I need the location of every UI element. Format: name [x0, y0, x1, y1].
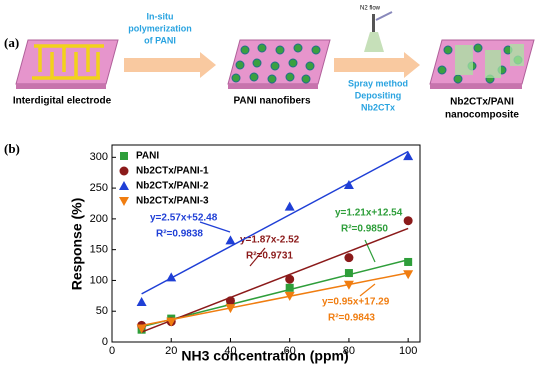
stage-label: Interdigital electrode — [13, 96, 112, 107]
arrow — [124, 52, 216, 78]
legend-marker — [119, 197, 129, 206]
fit-label: y=1.87x-2.52 — [240, 235, 300, 246]
y-tick-label: 100 — [90, 274, 108, 286]
legend-label: Nb2CTx/PANI-3 — [136, 196, 209, 207]
step-text: Nb2CTx — [361, 102, 395, 112]
point — [136, 324, 147, 334]
x-tick-label: 100 — [399, 345, 417, 357]
stage-label: nanocomposite — [445, 110, 519, 121]
point — [403, 270, 414, 280]
legend-label: Nb2CTx/PANI-2 — [136, 181, 209, 192]
electrode — [15, 39, 119, 89]
step-text: In-situ — [147, 11, 174, 21]
fit-line — [141, 150, 409, 295]
annotation-arrows — [199, 221, 376, 297]
y-tick-label: 150 — [90, 244, 108, 256]
pani-electrode — [227, 39, 331, 89]
point — [225, 304, 236, 314]
y-tick-label: 0 — [102, 336, 108, 348]
panel-label: (a) — [4, 35, 19, 50]
fit-label: R²=0.9850 — [341, 224, 388, 235]
y-tick-label: 300 — [90, 151, 108, 163]
step-text: Depositing — [355, 90, 402, 100]
y-tick-label: 50 — [96, 305, 108, 317]
step-text: Spray method — [348, 78, 408, 88]
step-text: polymerization — [128, 23, 192, 33]
fit-label: y=1.21x+12.54 — [335, 208, 403, 219]
point — [136, 296, 147, 306]
x-axis-label: NH3 concentration (ppm) — [181, 348, 348, 364]
gas-label: N2 flow — [360, 6, 381, 12]
legend-marker — [119, 166, 129, 176]
point — [343, 280, 354, 290]
fit-line — [141, 227, 409, 333]
point — [284, 291, 295, 301]
point — [225, 235, 236, 245]
x-tick-label: 40 — [224, 345, 236, 357]
point — [344, 253, 354, 263]
stage-label: PANI nanofibers — [233, 96, 310, 107]
point — [166, 317, 177, 327]
arrow — [334, 52, 420, 78]
fit-label: R²=0.9838 — [156, 229, 203, 240]
plot-frame — [111, 144, 421, 343]
y-tick-label: 200 — [90, 213, 108, 225]
point — [344, 269, 353, 278]
fit-line — [141, 272, 409, 327]
point — [285, 274, 295, 284]
point — [166, 272, 177, 282]
y-axis-label: Response (%) — [69, 198, 85, 291]
fit-label: y=2.57x+52.48 — [150, 213, 218, 224]
legend-label: PANI — [136, 151, 159, 162]
y-tick-label: 250 — [90, 182, 108, 194]
step-text: of PANI — [144, 35, 176, 45]
point — [225, 296, 235, 306]
legend-marker — [120, 152, 128, 160]
spray — [364, 11, 393, 52]
x-tick-label: 20 — [165, 345, 177, 357]
composite-electrode — [429, 39, 535, 89]
legend-marker — [119, 181, 129, 190]
x-tick-label: 80 — [343, 345, 355, 357]
point — [343, 180, 354, 190]
fit-line — [141, 259, 409, 328]
fit-label: y=0.95x+17.29 — [322, 297, 390, 308]
point — [403, 151, 414, 161]
stage-label: Nb2CTx/PANI — [450, 97, 514, 108]
fit-label: R²=0.9843 — [328, 313, 375, 324]
point — [285, 283, 294, 292]
point — [403, 216, 413, 226]
legend-label: Nb2CTx/PANI-1 — [136, 166, 209, 177]
point — [284, 201, 295, 211]
x-tick-label: 0 — [109, 345, 115, 357]
fit-label: R²=0.9731 — [246, 251, 293, 262]
panel-label: (b) — [4, 141, 20, 156]
x-tick-label: 60 — [284, 345, 296, 357]
point — [404, 257, 413, 266]
